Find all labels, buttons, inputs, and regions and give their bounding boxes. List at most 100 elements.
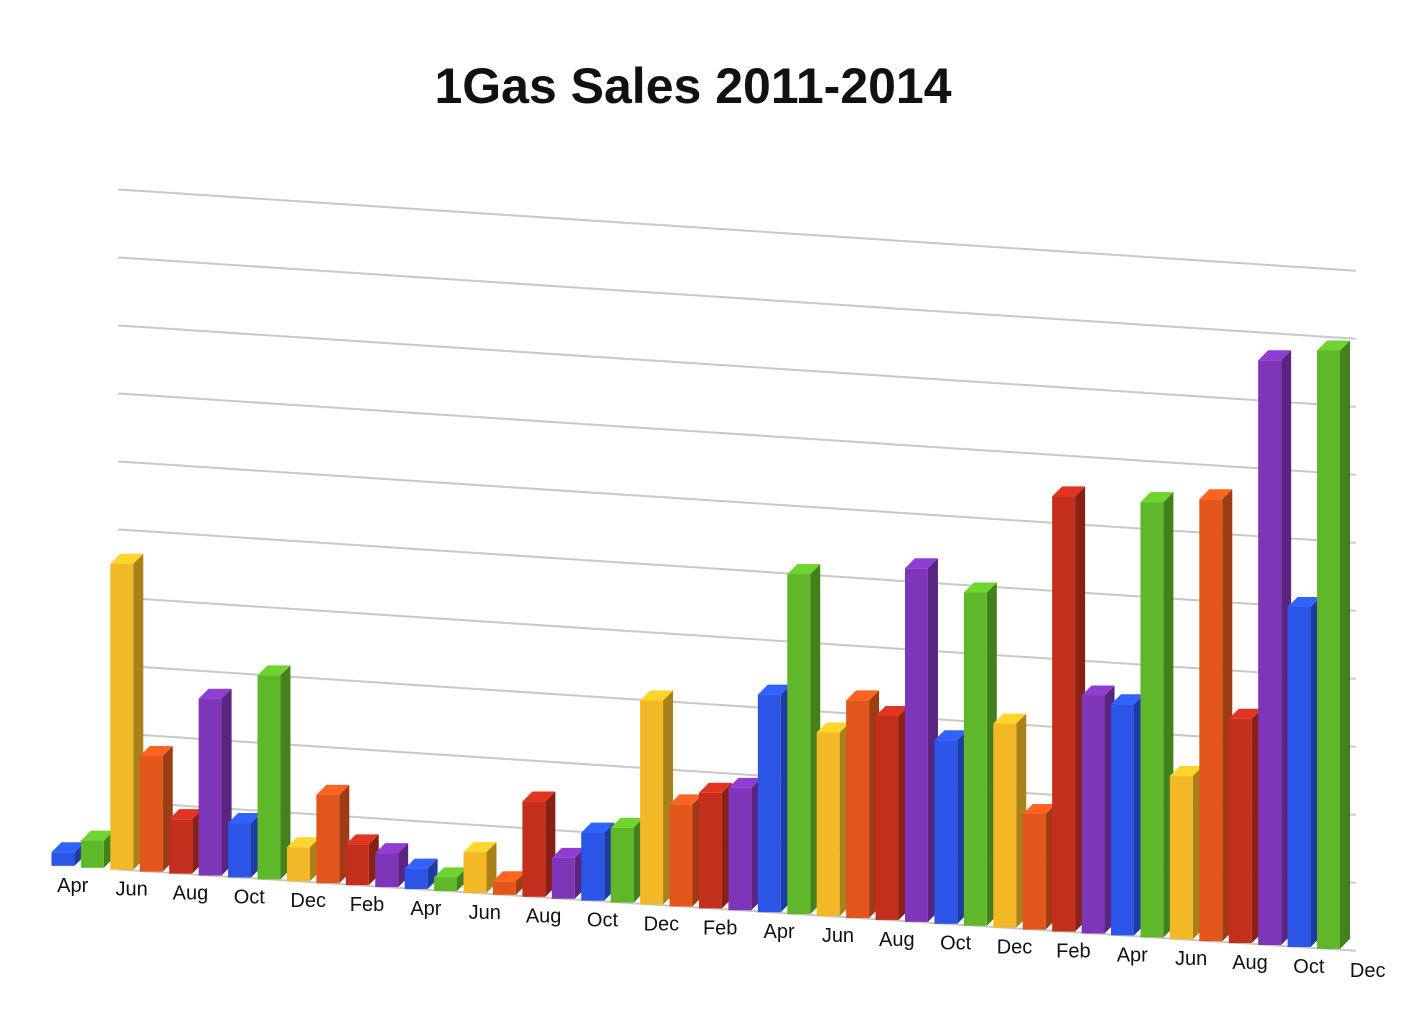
- bar-front: [581, 832, 605, 901]
- bar: [846, 690, 880, 919]
- bar-top: [551, 847, 585, 858]
- x-tick-label: Dec: [290, 890, 326, 912]
- x-tick-label: Jun: [822, 925, 854, 947]
- bar-front: [110, 563, 134, 870]
- bar-top: [1111, 694, 1144, 705]
- bar-top: [345, 834, 379, 845]
- x-tick-label: Dec: [1350, 960, 1386, 982]
- bar-front: [228, 823, 252, 878]
- bar: [316, 784, 350, 884]
- bar-front: [463, 852, 487, 893]
- x-tick-label: Apr: [1117, 944, 1148, 966]
- bar-front: [787, 574, 811, 915]
- bar: [1111, 694, 1144, 936]
- bar-front: [875, 715, 899, 920]
- bar: [816, 722, 850, 917]
- bar-top: [904, 558, 938, 569]
- bar-top: [1258, 350, 1292, 361]
- bar-front: [169, 819, 193, 874]
- bar-top: [434, 867, 468, 878]
- bar-side: [486, 842, 497, 893]
- bar: [257, 665, 291, 880]
- x-tick-label: Jun: [115, 879, 147, 901]
- bar-front: [316, 794, 340, 884]
- bar-top: [846, 690, 880, 701]
- bar-front: [1111, 704, 1134, 936]
- x-tick-label: Apr: [410, 898, 441, 920]
- bar-front: [640, 700, 664, 905]
- bar: [640, 690, 674, 905]
- bar-top: [522, 791, 556, 802]
- bar-front: [698, 792, 722, 909]
- bar-top: [698, 782, 732, 793]
- bar-top: [1317, 340, 1350, 351]
- grid-line: [117, 188, 1357, 272]
- bar-front: [728, 787, 752, 911]
- bar: [875, 705, 909, 920]
- grid-line: [117, 324, 1357, 408]
- x-tick-label: Aug: [173, 882, 209, 904]
- bar-front: [434, 877, 458, 891]
- bar-front: [375, 853, 399, 888]
- bar-top: [375, 843, 409, 854]
- bar-top: [728, 777, 762, 788]
- bar-front: [198, 698, 222, 876]
- bar-top: [139, 746, 173, 757]
- grid-line: [117, 256, 1357, 340]
- bar-front: [757, 694, 781, 913]
- bar: [1199, 489, 1233, 942]
- bar-top: [463, 842, 497, 853]
- bar-top: [1022, 804, 1056, 814]
- bar: [286, 837, 320, 882]
- bar-front: [1199, 499, 1223, 942]
- bar-front: [669, 804, 693, 907]
- bar: [169, 809, 203, 874]
- bar-front: [1022, 814, 1046, 930]
- bar: [345, 834, 379, 886]
- bar-front: [522, 801, 546, 897]
- bar: [1169, 766, 1203, 940]
- bar-front: [1317, 350, 1340, 949]
- bar: [375, 843, 409, 888]
- bar-front: [1140, 502, 1164, 938]
- bar-front: [846, 700, 870, 919]
- bar-top: [286, 837, 320, 848]
- bar-top: [1169, 766, 1203, 777]
- bar-top: [257, 665, 291, 676]
- bar: [434, 867, 468, 891]
- bar-front: [51, 852, 75, 866]
- x-tick-label: Aug: [1232, 952, 1268, 974]
- bar: [904, 558, 938, 922]
- bar-top: [1199, 489, 1233, 500]
- bar: [110, 553, 144, 870]
- x-tick-label: Feb: [350, 894, 384, 916]
- bar-top: [610, 817, 644, 828]
- bar: [787, 564, 821, 915]
- bar-top: [1228, 708, 1262, 719]
- bar-side: [1339, 340, 1350, 949]
- bar-top: [875, 705, 909, 716]
- bar: [1287, 596, 1321, 947]
- bar: [1081, 685, 1115, 934]
- bar-front: [139, 756, 163, 872]
- x-tick-label: Oct: [940, 933, 972, 955]
- bar-top: [1287, 596, 1321, 607]
- bar-top: [80, 830, 114, 841]
- bar: [80, 830, 114, 868]
- x-tick-label: Oct: [587, 910, 619, 932]
- bar-top: [316, 784, 350, 795]
- bar: [698, 782, 732, 909]
- bar-top: [169, 809, 203, 820]
- bar: [1258, 350, 1292, 946]
- bar-top: [787, 564, 821, 575]
- bar-top: [51, 842, 85, 853]
- bar-top: [404, 858, 438, 869]
- bar-top: [640, 690, 674, 701]
- bar-front: [1228, 718, 1252, 944]
- bar-front: [993, 723, 1017, 928]
- bar-front: [1169, 776, 1193, 940]
- bar-top: [581, 822, 615, 833]
- x-tick-label: Oct: [1293, 956, 1325, 978]
- x-tick-label: Apr: [57, 875, 88, 897]
